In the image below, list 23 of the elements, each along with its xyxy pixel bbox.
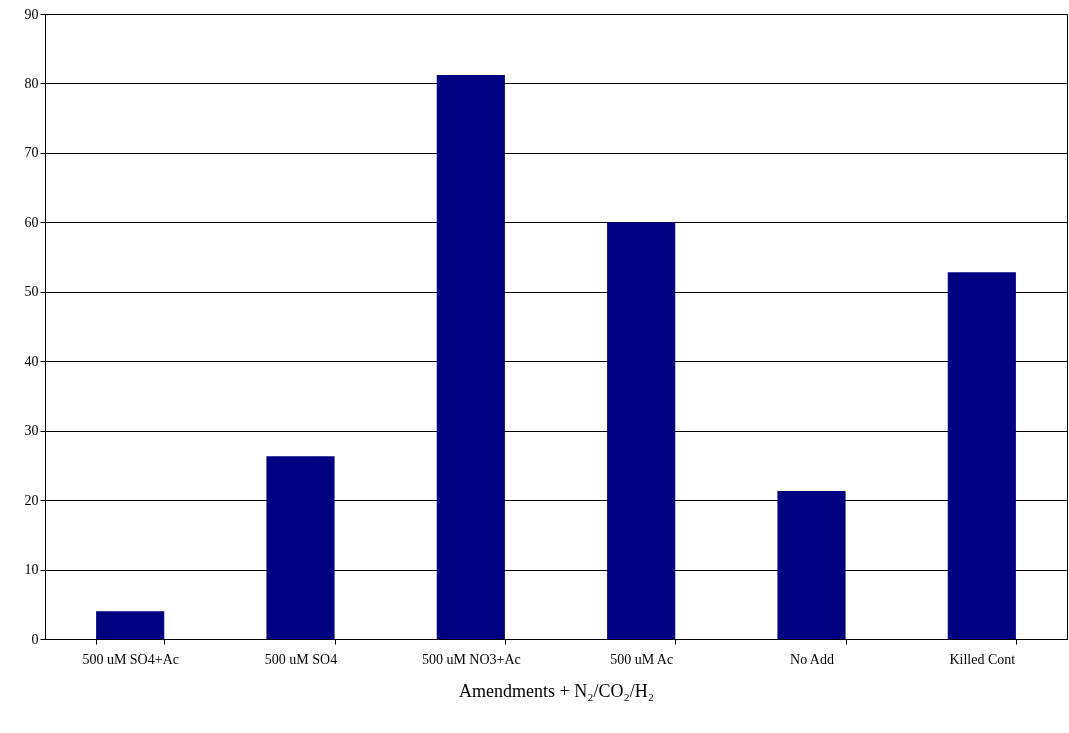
bar (947, 272, 1016, 639)
y-tick-label: 0 (31, 631, 39, 647)
y-tick-label: 30 (24, 423, 39, 439)
bar (96, 611, 165, 639)
y-tick-label: 50 (24, 284, 39, 300)
y-tick-label: 40 (24, 353, 39, 369)
bar (436, 75, 505, 639)
x-tick-label: No Add (790, 651, 834, 667)
bar (266, 456, 335, 639)
y-tick-label: 10 (24, 562, 39, 578)
bar (777, 491, 846, 639)
y-tick-label: 80 (24, 75, 39, 91)
x-tick-label: Killed Cont (949, 651, 1016, 667)
x-tick-label: 500 uM NO3+Ac (421, 651, 521, 667)
x-axis-title: Amendments + N₂/CO₂/H₂ (459, 680, 654, 701)
y-tick-label: 70 (24, 145, 39, 161)
y-tick-label: 20 (24, 492, 39, 508)
y-tick-label: 60 (24, 214, 39, 230)
bar (607, 222, 676, 639)
y-tick-label: 90 (24, 6, 39, 22)
x-tick-label: 500 uM Ac (610, 651, 674, 667)
x-tick-label: 500 uM SO4+Ac (82, 651, 179, 667)
x-tick-label: 500 uM SO4 (264, 651, 338, 667)
